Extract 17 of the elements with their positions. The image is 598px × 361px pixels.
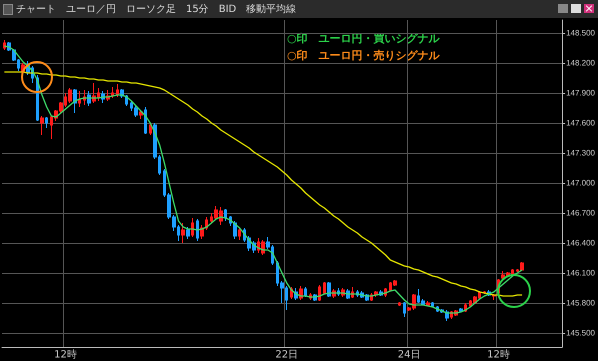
y-tick-label: 146.400 [566,238,596,248]
y-tick-label: 145.500 [566,328,596,338]
y-tick-label: 147.300 [566,148,596,158]
y-tick-label: 147.000 [566,178,596,188]
y-tick-label: 145.800 [566,298,596,308]
y-tick-label: 147.600 [566,118,596,128]
annotation: ○印 ユーロ円・売りシグナル [287,49,441,62]
x-tick-label: 12時 [54,348,77,360]
x-tick-label: 24日 [398,350,420,360]
y-tick-label: 146.700 [566,208,596,218]
chart-title: チャート ユーロ／円 ローソク足 15分 BID 移動平均線 [16,3,296,16]
x-tick-label: 22日 [275,350,298,360]
y-tick-label: 146.100 [566,268,596,278]
y-tick-label: 147.900 [566,88,596,98]
x-tick-label: 12時 [487,348,510,360]
y-tick-label: 148.500 [566,28,596,38]
y-tick-label: 148.200 [566,58,596,68]
